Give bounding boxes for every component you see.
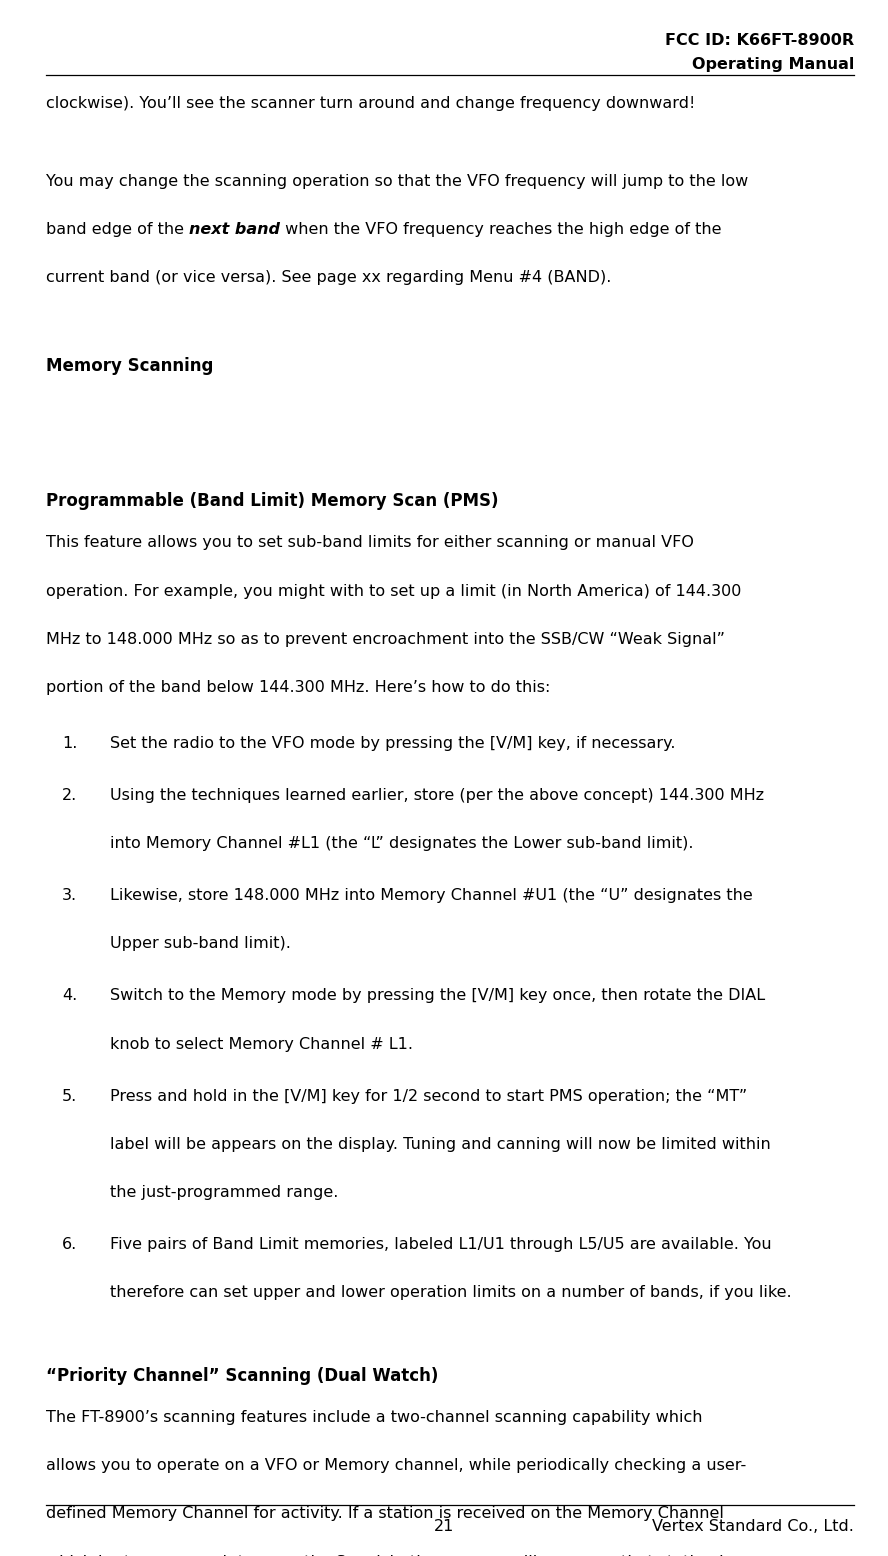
Text: Five pairs of Band Limit memories, labeled L1/U1 through L5/U5 are available. Yo: Five pairs of Band Limit memories, label… [110,1237,772,1253]
Text: Press and hold in the [V/M] key for 1/2 second to start PMS operation; the “MT”: Press and hold in the [V/M] key for 1/2 … [110,1089,748,1103]
Text: 6.: 6. [62,1237,77,1253]
Text: 3.: 3. [62,888,77,902]
Text: “Priority Channel” Scanning (Dual Watch): “Priority Channel” Scanning (Dual Watch) [46,1366,439,1385]
Text: into Memory Channel #L1 (the “L” designates the Lower sub-band limit).: into Memory Channel #L1 (the “L” designa… [110,836,694,851]
Text: therefore can set upper and lower operation limits on a number of bands, if you : therefore can set upper and lower operat… [110,1285,792,1301]
Text: Operating Manual: Operating Manual [692,56,854,72]
Text: This feature allows you to set sub-band limits for either scanning or manual VFO: This feature allows you to set sub-band … [46,535,694,551]
Text: Using the techniques learned earlier, store (per the above concept) 144.300 MHz: Using the techniques learned earlier, st… [110,787,765,803]
Text: Memory Scanning: Memory Scanning [46,356,213,375]
Text: Likewise, store 148.000 MHz into Memory Channel #U1 (the “U” designates the: Likewise, store 148.000 MHz into Memory … [110,888,753,902]
Text: current band (or vice versa). See page xx regarding Menu #4 (BAND).: current band (or vice versa). See page x… [46,271,612,285]
Text: the just-programmed range.: the just-programmed range. [110,1186,338,1200]
Text: Set the radio to the VFO mode by pressing the [V/M] key, if necessary.: Set the radio to the VFO mode by pressin… [110,736,676,750]
Text: You may change the scanning operation so that the VFO frequency will jump to the: You may change the scanning operation so… [46,174,749,188]
Text: The FT-8900’s scanning features include a two-channel scanning capability which: The FT-8900’s scanning features include … [46,1410,702,1425]
Text: 2.: 2. [62,787,77,803]
Text: when the VFO frequency reaches the high edge of the: when the VFO frequency reaches the high … [281,223,722,237]
Text: 21: 21 [434,1519,454,1534]
Text: 4.: 4. [62,988,77,1004]
Text: Upper sub-band limit).: Upper sub-band limit). [110,937,291,951]
Text: Switch to the Memory mode by pressing the [V/M] key once, then rotate the DIAL: Switch to the Memory mode by pressing th… [110,988,765,1004]
Text: FCC ID: K66FT-8900R: FCC ID: K66FT-8900R [665,34,854,48]
Text: band edge of the: band edge of the [46,223,189,237]
Text: operation. For example, you might with to set up a limit (in North America) of 1: operation. For example, you might with t… [46,584,741,599]
Text: allows you to operate on a VFO or Memory channel, while periodically checking a : allows you to operate on a VFO or Memory… [46,1458,747,1474]
Text: MHz to 148.000 MHz so as to prevent encroachment into the SSB/CW “Weak Signal”: MHz to 148.000 MHz so as to prevent encr… [46,632,725,647]
Text: next band: next band [189,223,281,237]
Text: portion of the band below 144.300 MHz. Here’s how to do this:: portion of the band below 144.300 MHz. H… [46,680,551,696]
Text: Vertex Standard Co., Ltd.: Vertex Standard Co., Ltd. [653,1519,854,1534]
Text: 1.: 1. [62,736,77,750]
Text: knob to select Memory Channel # L1.: knob to select Memory Channel # L1. [110,1036,413,1052]
Text: label will be appears on the display. Tuning and canning will now be limited wit: label will be appears on the display. Tu… [110,1137,771,1151]
Text: defined Memory Channel for activity. If a station is received on the Memory Chan: defined Memory Channel for activity. If … [46,1506,724,1522]
Text: clockwise). You’ll see the scanner turn around and change frequency downward!: clockwise). You’ll see the scanner turn … [46,96,695,112]
Text: 5.: 5. [62,1089,77,1103]
Text: Programmable (Band Limit) Memory Scan (PMS): Programmable (Band Limit) Memory Scan (P… [46,492,499,510]
